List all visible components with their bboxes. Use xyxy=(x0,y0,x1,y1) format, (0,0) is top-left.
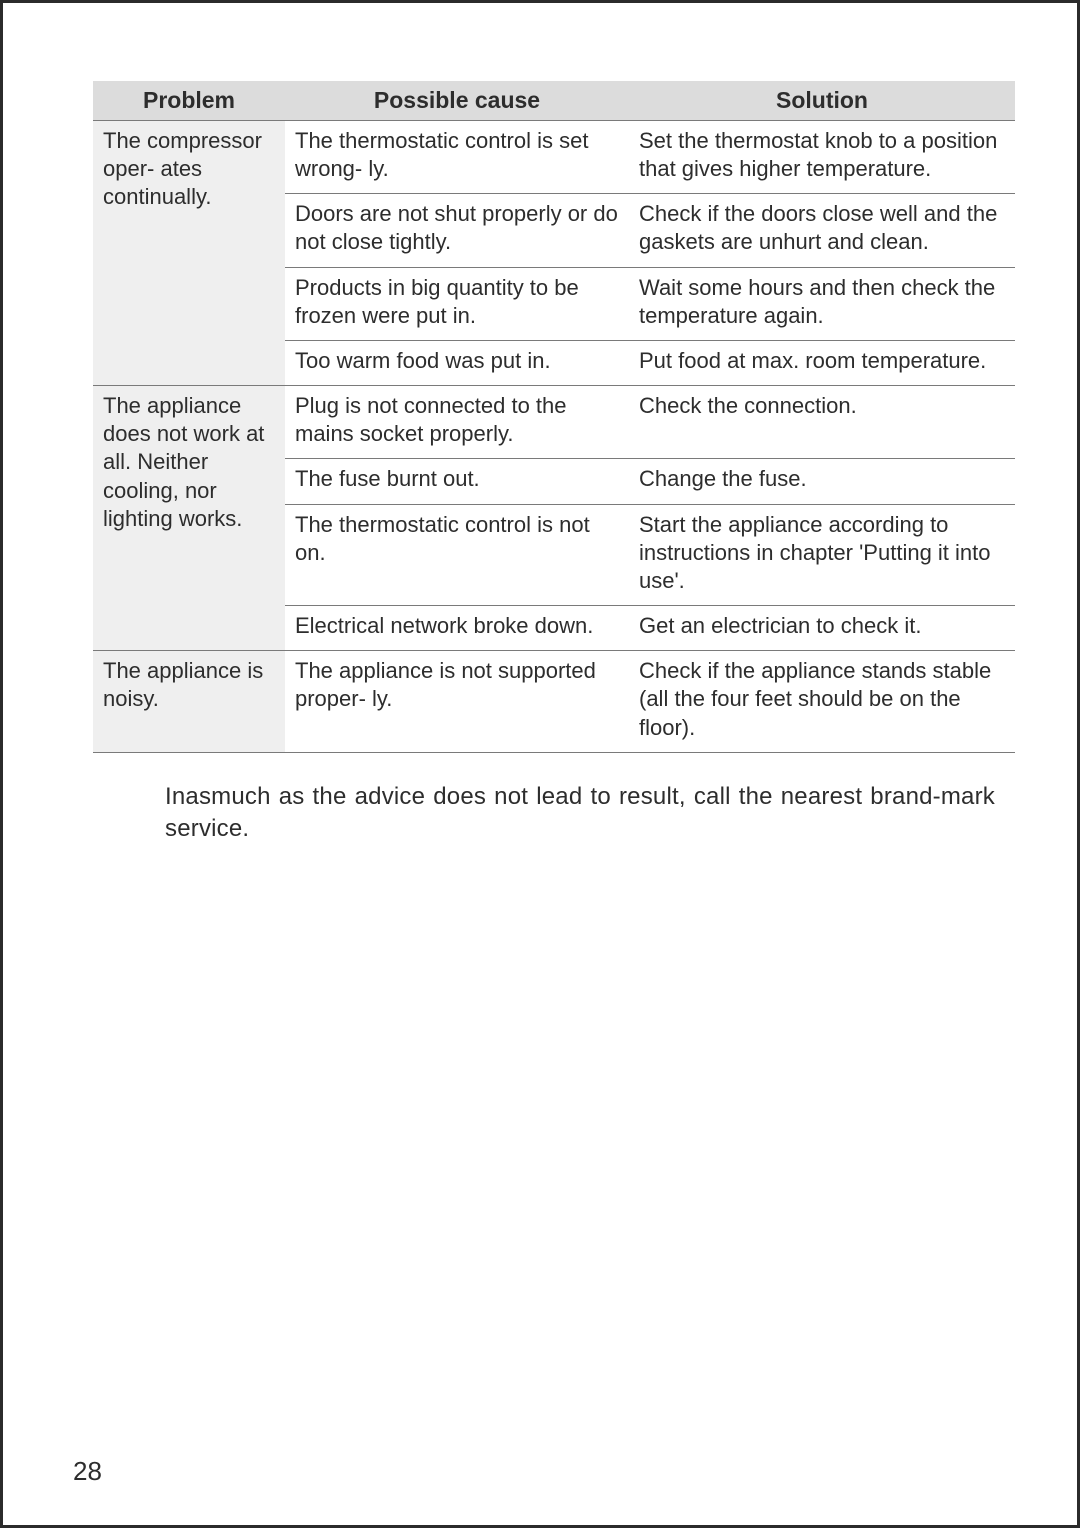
table-row: The appliance is noisy. The appliance is… xyxy=(93,651,1015,752)
cause-cell: Plug is not connected to the mains socke… xyxy=(285,386,629,459)
cause-cell: The appliance is not supported proper- l… xyxy=(285,651,629,752)
cause-cell: Too warm food was put in. xyxy=(285,340,629,385)
problem-cell: The appliance does not work at all. Neit… xyxy=(93,386,285,651)
cause-cell: Products in big quantity to be frozen we… xyxy=(285,267,629,340)
cause-cell: The thermostatic control is set wrong- l… xyxy=(285,121,629,194)
solution-cell: Check if the appliance stands stable (al… xyxy=(629,651,1015,752)
cause-cell: Doors are not shut properly or do not cl… xyxy=(285,194,629,267)
table-header-row: Problem Possible cause Solution xyxy=(93,81,1015,121)
problem-cell: The compressor oper- ates continually. xyxy=(93,121,285,386)
header-solution: Solution xyxy=(629,81,1015,121)
page-number: 28 xyxy=(73,1456,102,1487)
solution-cell: Check if the doors close well and the ga… xyxy=(629,194,1015,267)
cause-cell: The fuse burnt out. xyxy=(285,459,629,504)
troubleshooting-table: Problem Possible cause Solution The comp… xyxy=(93,81,1015,753)
solution-cell: Start the appliance according to instruc… xyxy=(629,504,1015,605)
header-cause: Possible cause xyxy=(285,81,629,121)
header-problem: Problem xyxy=(93,81,285,121)
solution-cell: Get an electrician to check it. xyxy=(629,606,1015,651)
table-row: The appliance does not work at all. Neit… xyxy=(93,386,1015,459)
page: Problem Possible cause Solution The comp… xyxy=(0,0,1080,1528)
solution-cell: Put food at max. room temperature. xyxy=(629,340,1015,385)
solution-cell: Change the fuse. xyxy=(629,459,1015,504)
table-row: The compressor oper- ates continually. T… xyxy=(93,121,1015,194)
solution-cell: Check the connection. xyxy=(629,386,1015,459)
advice-paragraph: Inasmuch as the advice does not lead to … xyxy=(165,781,1015,846)
cause-cell: The thermostatic control is not on. xyxy=(285,504,629,605)
solution-cell: Set the thermostat knob to a position th… xyxy=(629,121,1015,194)
solution-cell: Wait some hours and then check the tempe… xyxy=(629,267,1015,340)
cause-cell: Electrical network broke down. xyxy=(285,606,629,651)
problem-cell: The appliance is noisy. xyxy=(93,651,285,752)
